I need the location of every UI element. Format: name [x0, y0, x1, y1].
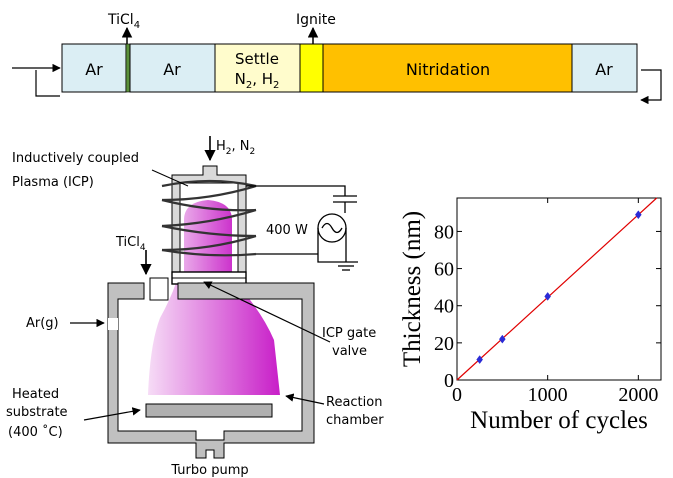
- cycle-left-return: [35, 70, 60, 97]
- plasma-cone: [148, 283, 280, 395]
- segment-ar-1-label: Ar: [85, 60, 103, 79]
- icp-coil: [161, 179, 257, 257]
- segment-ignite: [299, 43, 324, 93]
- reaction-chamber: [107, 282, 315, 459]
- substrate-label-1: Heated: [12, 387, 59, 402]
- data-point: [499, 334, 506, 344]
- icp-pointer: [151, 169, 189, 187]
- substrate-arrow: [83, 407, 141, 421]
- y-tick-label: 20: [434, 333, 454, 355]
- timeline-ticl4-label: TiCl4: [107, 12, 140, 31]
- gate-valve-arrow: [203, 281, 331, 343]
- ticl4-inlet: [149, 277, 169, 301]
- x-tick-label: 0: [452, 384, 462, 406]
- gate-valve-label-1: ICP gate: [322, 326, 376, 341]
- segment-settle-label-2: N2, H2: [235, 70, 280, 91]
- y-axis-label: Thickness (nm): [399, 211, 426, 367]
- segment-settle-label-1: Settle: [235, 50, 279, 68]
- thickness-chart: 0 1000 2000 0 20 40 60 80 Number of cycles Thi…: [399, 197, 662, 434]
- x-tick-label: 1000: [528, 384, 568, 406]
- ar-label: Ar(g): [26, 316, 59, 331]
- segment-ar-2: [129, 43, 216, 93]
- y-tick-label: 80: [434, 221, 454, 243]
- segment-ar-2-label: Ar: [163, 60, 181, 79]
- linear-fit-line: [456, 197, 658, 381]
- segment-nitridation: [322, 43, 573, 93]
- process-timeline: TiCl4 Ignite Ar Ar Settle N2, H2 Nitrida…: [12, 12, 662, 105]
- reactor-schematic: H2, N2: [6, 136, 384, 478]
- ar-port: [108, 318, 118, 330]
- y-tick-label: 60: [434, 259, 454, 281]
- icp-label-line1: Inductively coupled: [12, 151, 139, 166]
- segment-ticl4-pulse: [125, 43, 131, 93]
- segment-ar-1: [61, 43, 127, 93]
- gate-valve-label-2: valve: [332, 344, 367, 359]
- chamber-label-1: Reaction: [326, 395, 382, 410]
- y-tick-label: 0: [444, 370, 454, 392]
- rf-circuit: [246, 185, 358, 271]
- data-point: [544, 292, 551, 301]
- power-label: 400 W: [266, 223, 308, 238]
- heated-substrate: [145, 403, 273, 418]
- data-point: [635, 210, 642, 220]
- x-axis-label: Number of cycles: [470, 407, 648, 434]
- substrate-label-3: (400 ˚C): [8, 424, 63, 440]
- chamber-label-2: chamber: [326, 413, 384, 428]
- plot-frame: [456, 197, 662, 381]
- x-tick-label: 2000: [618, 384, 658, 406]
- data-points: [476, 210, 642, 364]
- icp-label-line2: Plasma (ICP): [12, 175, 94, 190]
- segment-nitridation-label: Nitridation: [406, 60, 490, 79]
- segment-ar-3-label: Ar: [595, 60, 613, 79]
- y-tick-labels: 0 20 40 60 80: [434, 221, 454, 392]
- gas-inlet-label: H2, N2: [216, 139, 255, 157]
- timeline-ignite-label: Ignite: [296, 12, 336, 28]
- y-tick-label: 40: [434, 296, 454, 318]
- x-tick-labels: 0 1000 2000: [452, 384, 658, 406]
- ticl4-label: TiCl4: [115, 235, 146, 253]
- data-point: [476, 355, 483, 364]
- substrate-label-2: substrate: [6, 405, 68, 420]
- pump-label: Turbo pump: [170, 463, 248, 478]
- segment-settle: [214, 43, 301, 93]
- chamber-arrow: [285, 393, 325, 405]
- cycle-right-return: [640, 69, 662, 105]
- segment-ar-3: [571, 43, 638, 93]
- plasma-plume: [184, 200, 232, 283]
